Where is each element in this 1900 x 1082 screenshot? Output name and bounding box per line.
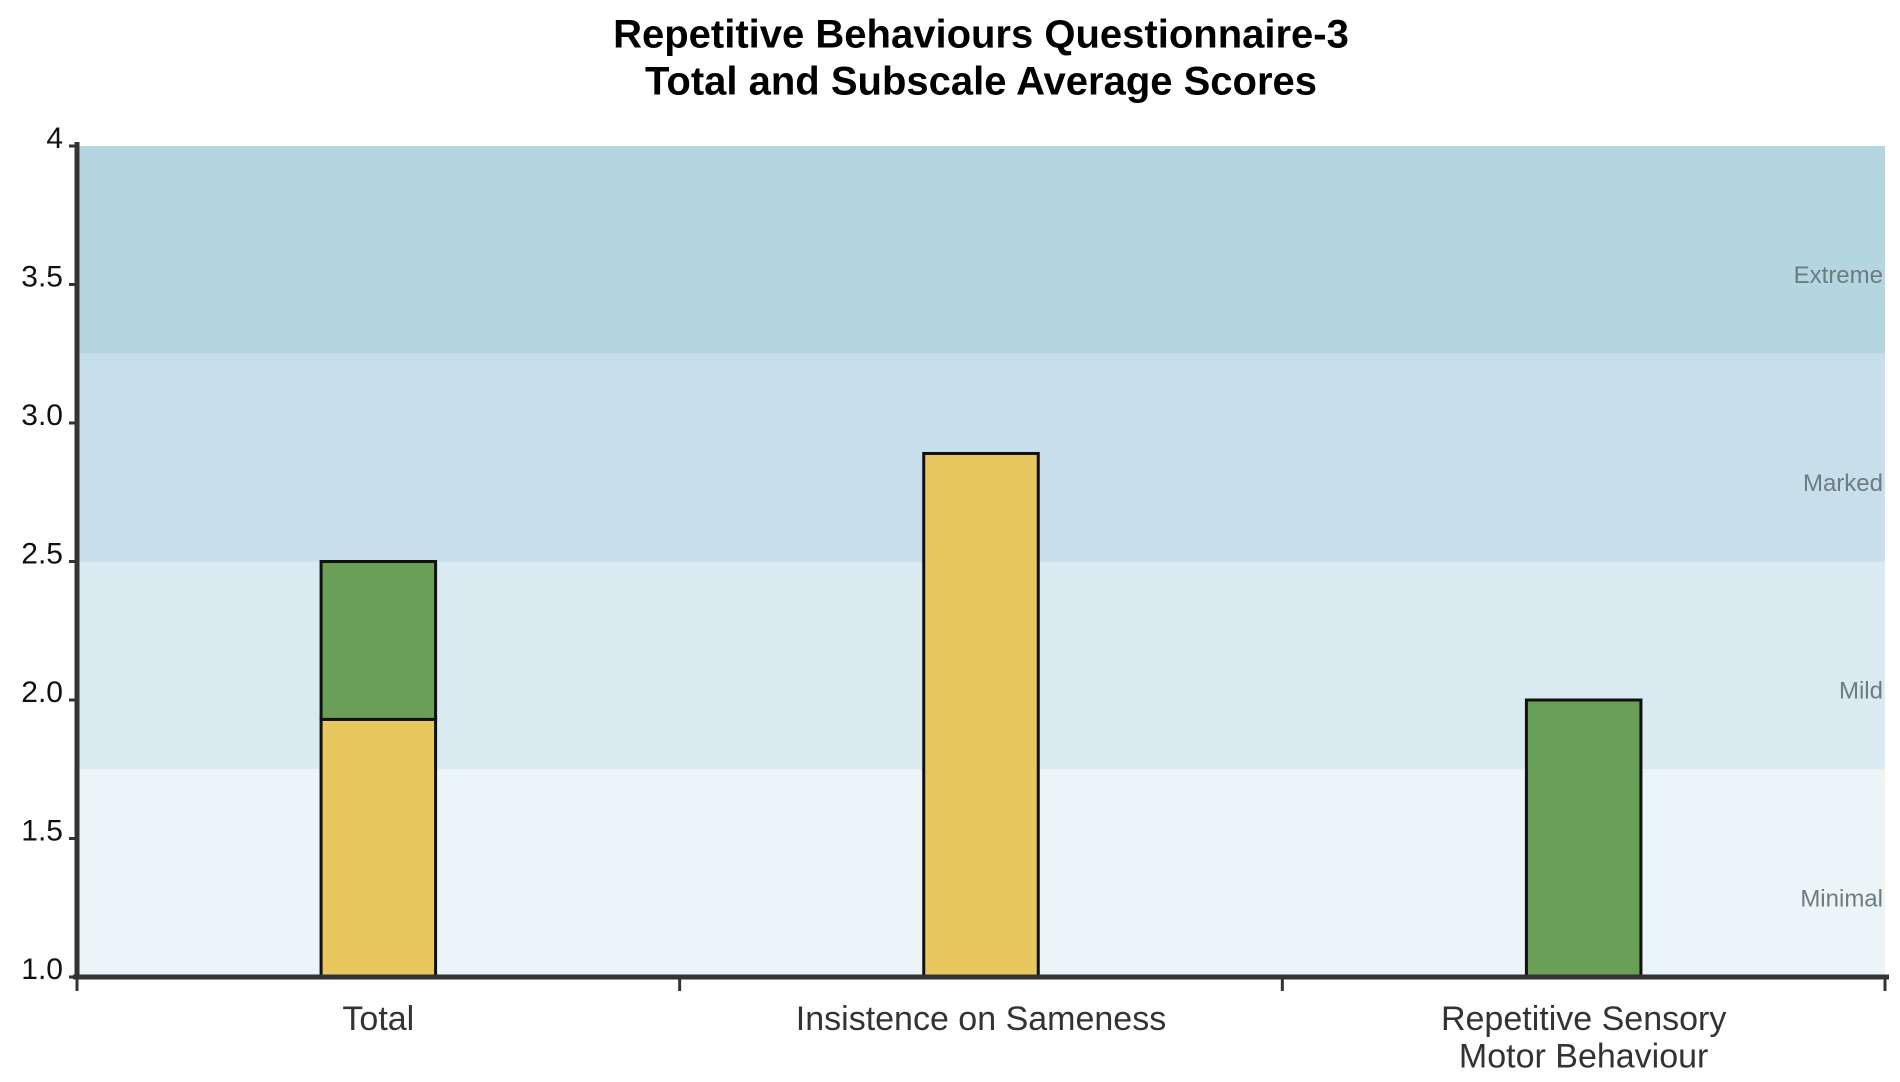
- y-tick-label: 1.0: [21, 953, 63, 986]
- y-tick-label: 4: [46, 122, 63, 155]
- band-label: Marked: [1803, 470, 1883, 497]
- x-tick-label: Total: [342, 1000, 414, 1038]
- band-label: Minimal: [1800, 885, 1883, 912]
- y-tick-label: 2.5: [21, 537, 63, 570]
- chart-title: Total and Subscale Average Scores: [645, 60, 1317, 104]
- bar: [1524, 698, 1643, 979]
- bar: [319, 717, 438, 979]
- y-tick-label: 2.0: [21, 676, 63, 709]
- band-label: Extreme: [1794, 262, 1883, 289]
- y-tick-label: 3.0: [21, 399, 63, 432]
- y-tick-label: 3.5: [21, 260, 63, 293]
- x-tick-label: Insistence on Sameness: [796, 1000, 1166, 1038]
- y-tick-label: 1.5: [21, 814, 63, 847]
- band-label: Mild: [1839, 678, 1883, 705]
- severity-band: [77, 146, 1885, 354]
- bar: [922, 451, 1040, 979]
- bar: [319, 560, 438, 721]
- chart-title: Repetitive Behaviours Questionnaire-3: [613, 13, 1349, 57]
- x-tick-label: Repetitive Sensory Motor Behaviour: [1441, 1000, 1726, 1075]
